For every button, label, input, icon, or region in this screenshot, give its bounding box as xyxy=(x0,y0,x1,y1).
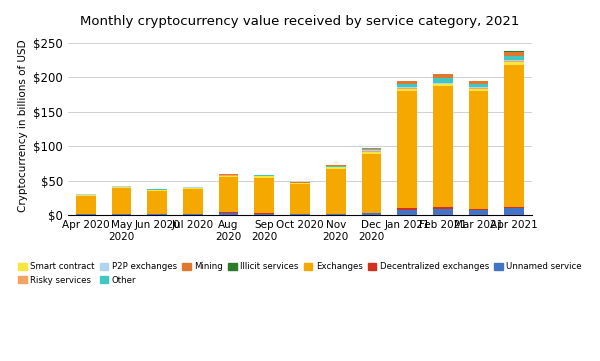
Bar xyxy=(505,60,524,61)
Bar xyxy=(76,214,95,215)
Bar xyxy=(362,213,381,215)
Bar xyxy=(397,208,417,210)
Bar xyxy=(76,196,95,214)
Bar xyxy=(326,214,346,215)
Bar xyxy=(397,210,417,215)
Bar xyxy=(397,81,417,84)
Y-axis label: Cryptocurrency in billions of USD: Cryptocurrency in billions of USD xyxy=(18,39,28,212)
Bar xyxy=(112,214,131,215)
Bar xyxy=(397,84,417,87)
Bar xyxy=(433,74,452,78)
Bar xyxy=(433,207,452,209)
Bar xyxy=(469,84,488,87)
Legend: Smart contract, Risky services, P2P exchanges, Other, Mining, Illicit services, : Smart contract, Risky services, P2P exch… xyxy=(14,259,586,288)
Bar xyxy=(148,214,167,215)
Title: Monthly cryptocurrency value received by service category, 2021: Monthly cryptocurrency value received by… xyxy=(80,15,520,28)
Bar xyxy=(362,151,381,152)
Bar xyxy=(183,214,203,215)
Bar xyxy=(219,213,238,215)
Bar xyxy=(397,87,417,88)
Bar xyxy=(469,89,488,91)
Bar xyxy=(505,206,524,208)
Bar xyxy=(362,152,381,154)
Bar xyxy=(433,209,452,215)
Bar xyxy=(469,87,488,88)
Bar xyxy=(505,52,524,56)
Bar xyxy=(148,191,167,214)
Bar xyxy=(433,84,452,86)
Bar xyxy=(469,209,488,210)
Bar xyxy=(290,214,310,215)
Bar xyxy=(219,177,238,213)
Bar xyxy=(254,213,274,215)
Bar xyxy=(76,195,95,196)
Bar xyxy=(254,177,274,178)
Bar xyxy=(326,165,346,166)
Bar xyxy=(397,89,417,91)
Bar xyxy=(469,88,488,89)
Bar xyxy=(469,210,488,215)
Bar xyxy=(397,88,417,89)
Bar xyxy=(148,190,167,191)
Bar xyxy=(433,78,452,83)
Bar xyxy=(362,154,381,213)
Bar xyxy=(326,169,346,213)
Bar xyxy=(397,91,417,208)
Bar xyxy=(219,174,238,175)
Bar xyxy=(183,189,203,214)
Bar xyxy=(469,91,488,209)
Bar xyxy=(112,187,131,188)
Bar xyxy=(362,149,381,151)
Bar xyxy=(433,86,452,207)
Bar xyxy=(505,62,524,65)
Bar xyxy=(219,176,238,177)
Bar xyxy=(290,183,310,184)
Bar xyxy=(112,188,131,213)
Bar xyxy=(112,186,131,187)
Bar xyxy=(505,56,524,60)
Bar xyxy=(326,167,346,169)
Bar xyxy=(505,61,524,62)
Bar xyxy=(290,184,310,214)
Bar xyxy=(469,81,488,84)
Bar xyxy=(183,188,203,189)
Bar xyxy=(433,83,452,84)
Bar xyxy=(362,148,381,149)
Bar xyxy=(505,208,524,215)
Bar xyxy=(254,178,274,213)
Bar xyxy=(505,65,524,206)
